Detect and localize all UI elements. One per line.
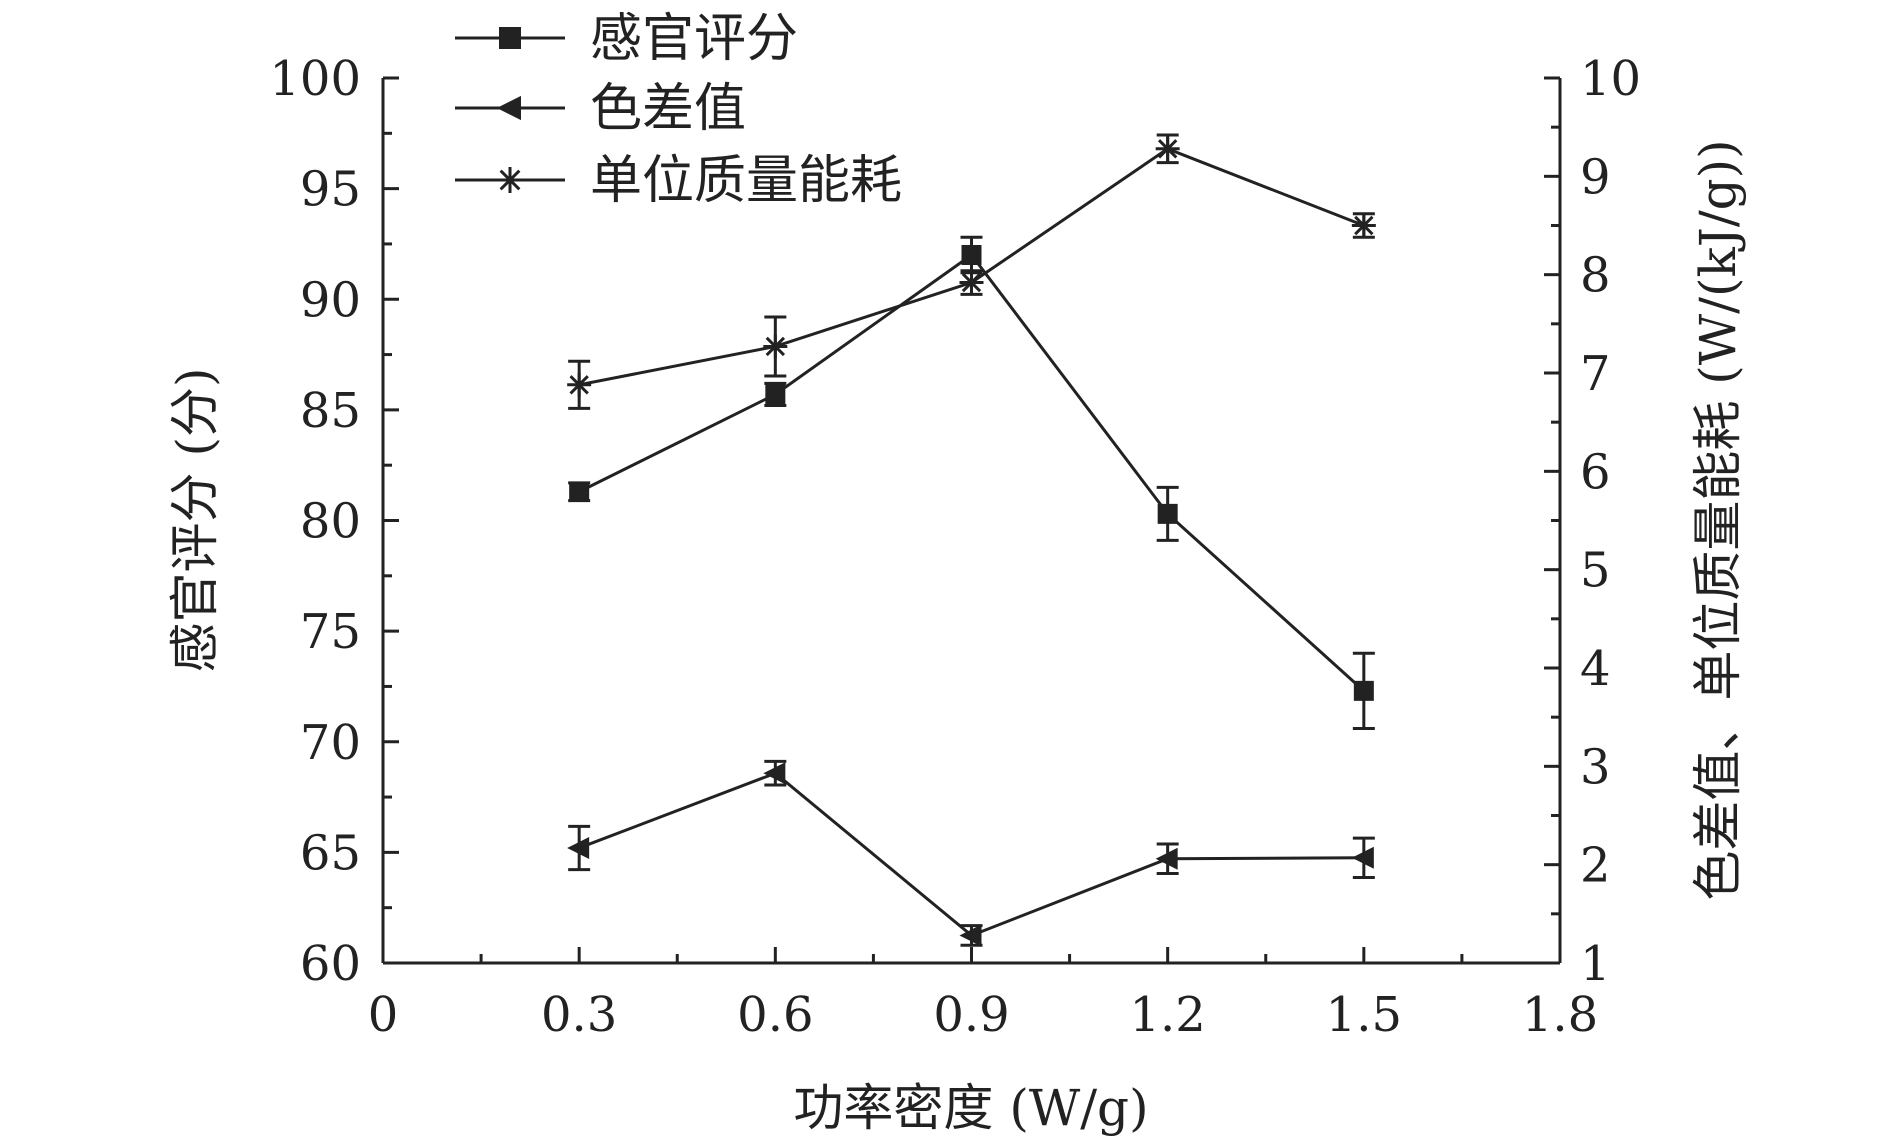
triangle-left-marker: [1351, 846, 1374, 869]
right-y-tick-label: 9: [1580, 149, 1611, 205]
x-tick-label: 1.5: [1326, 987, 1402, 1043]
triangle-left-marker: [763, 762, 786, 785]
series-line: [578, 771, 1364, 938]
right-y-tick-label: 2: [1580, 838, 1611, 894]
asterisk-stroke: [765, 336, 786, 357]
x-tick-label: 0.9: [933, 987, 1009, 1043]
asterisk-marker: [763, 334, 788, 359]
x-tick-label: 0.3: [541, 987, 617, 1043]
asterisk-marker: [497, 167, 523, 193]
series-triangle-left: [567, 759, 1375, 947]
asterisk-stroke: [569, 375, 589, 395]
left-y-tick-label: 85: [300, 383, 361, 439]
left-y-axis-title: 感官评分 (分): [166, 368, 224, 673]
asterisk-stroke: [499, 169, 521, 191]
right-y-tick-label: 5: [1580, 543, 1611, 599]
left-y-tick-label: 75: [300, 604, 361, 660]
right-y-tick-label: 6: [1580, 444, 1611, 500]
asterisk-stroke: [961, 272, 982, 293]
series-line: [578, 252, 1365, 692]
left-y-tick-label: 80: [300, 494, 361, 550]
left-y-tick-label: 90: [300, 272, 361, 328]
right-y-axis-title: 色差值、单位质量能耗 (W/(kJ/g)): [1689, 139, 1747, 900]
left-y-tick-label: 60: [300, 936, 361, 992]
square-marker: [765, 384, 786, 405]
series-layer: [567, 133, 1376, 947]
x-tick-label: 0: [368, 987, 399, 1043]
triangle-left-marker: [567, 836, 590, 859]
asterisk-marker: [1351, 213, 1376, 238]
legend-label: 单位质量能耗: [590, 151, 902, 211]
series-asterisk: [567, 133, 1376, 410]
right-y-tick-label: 3: [1580, 739, 1611, 795]
asterisk-marker: [1155, 136, 1180, 161]
square-marker: [499, 27, 521, 49]
x-tick-label: 1.8: [1522, 987, 1598, 1043]
triangle-left-marker: [1155, 847, 1178, 870]
left-y-tick-label: 100: [269, 51, 361, 107]
left-y-axis-ticks: 60 65 70 75 80 85 90 95 100: [269, 51, 399, 992]
right-y-tick-label: 4: [1580, 641, 1611, 697]
square-marker: [961, 245, 982, 265]
right-y-axis-ticks: 1 2 3 4 5 6 7 8 9 10: [1544, 51, 1641, 992]
right-y-tick-label: 10: [1580, 51, 1641, 107]
square-marker: [569, 481, 590, 502]
left-y-tick-label: 65: [300, 825, 361, 881]
asterisk-stroke: [1354, 215, 1374, 236]
x-axis-title: 功率密度 (W/g): [793, 1079, 1148, 1137]
series-square: [568, 235, 1375, 730]
legend-label: 色差值: [590, 79, 746, 139]
asterisk-stroke: [1157, 139, 1178, 159]
right-y-tick-label: 7: [1580, 346, 1611, 402]
asterisk-marker: [567, 372, 592, 397]
square-marker: [1353, 680, 1374, 701]
right-y-tick-label: 1: [1580, 936, 1611, 992]
triangle-left-marker: [496, 95, 521, 121]
asterisk-marker: [959, 270, 984, 295]
x-tick-label: 1.2: [1129, 987, 1205, 1043]
x-tick-label: 0.6: [737, 987, 813, 1043]
legend-item: 单位质量能耗: [455, 151, 902, 211]
x-axis-ticks: 0 0.3 0.6 0.9 1.2 1.5 1.8: [368, 947, 1598, 1043]
right-y-tick-label: 8: [1580, 248, 1611, 304]
triangle-left-marker: [959, 924, 982, 947]
legend-label: 感官评分: [590, 9, 798, 69]
left-y-tick-label: 70: [300, 715, 361, 771]
left-y-tick-label: 95: [300, 162, 361, 218]
square-marker: [1157, 503, 1178, 524]
plot-frame: [381, 78, 1562, 965]
legend-item: 色差值: [455, 79, 746, 139]
legend-item: 感官评分: [455, 9, 798, 69]
